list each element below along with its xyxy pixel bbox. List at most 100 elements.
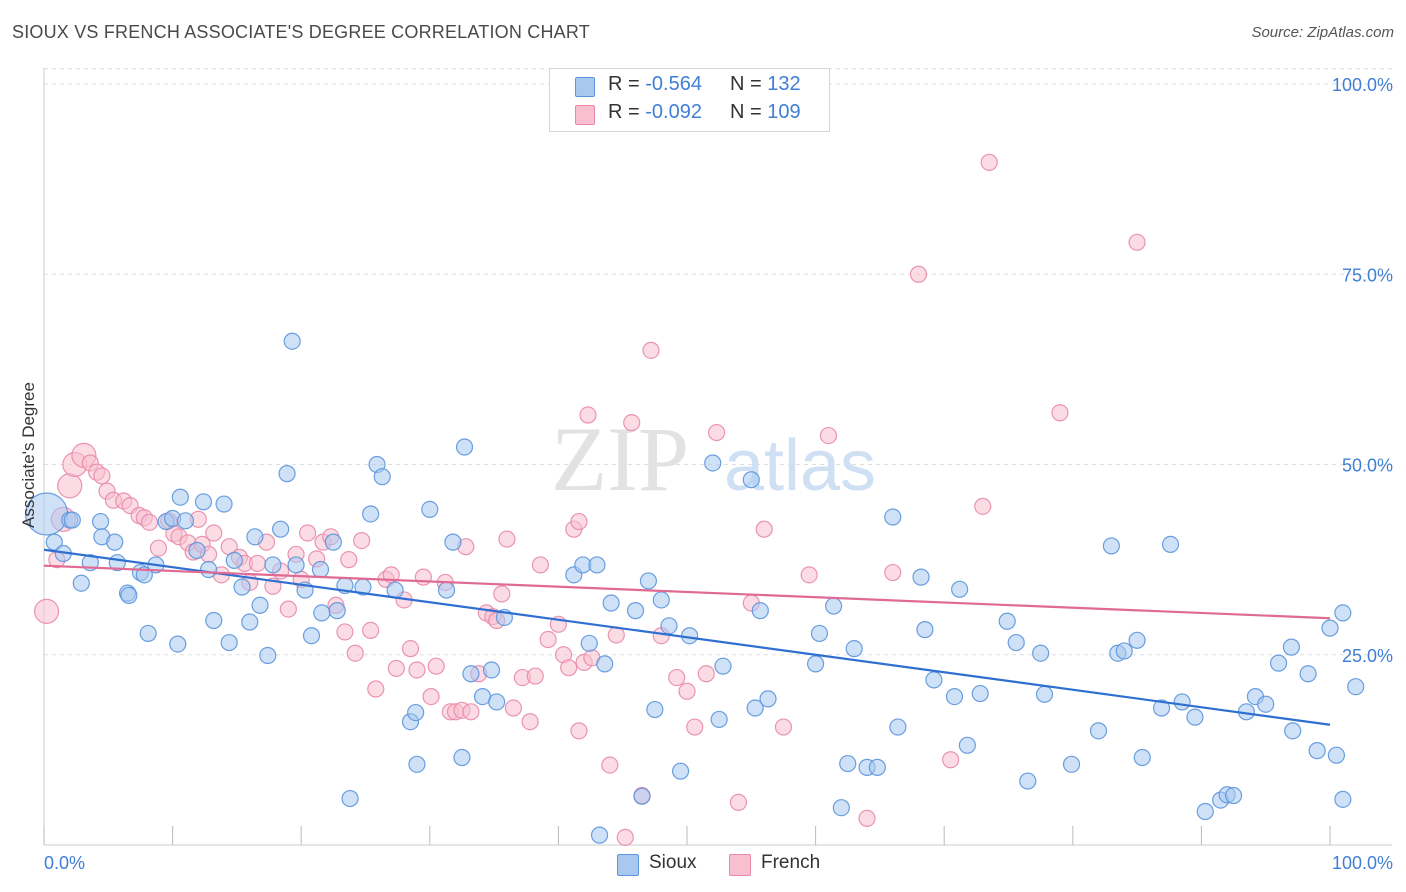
sioux-point-31 xyxy=(246,528,264,546)
sioux-point-106 xyxy=(1032,644,1050,662)
sioux-point-22 xyxy=(188,541,206,560)
y-tick-label-75: 75.0% xyxy=(1342,265,1393,285)
sioux-point-37 xyxy=(283,332,301,350)
y-tick-label-50: 50.0% xyxy=(1342,456,1393,476)
sioux-point-15 xyxy=(139,624,157,643)
french-r-label: R = xyxy=(608,101,646,123)
sioux-point-40 xyxy=(302,627,321,645)
french-swatch xyxy=(575,105,595,125)
sioux-point-38 xyxy=(287,556,305,574)
sioux-point-44 xyxy=(328,602,346,620)
french-point-100 xyxy=(819,426,838,445)
sioux-point-110 xyxy=(1102,537,1120,555)
french-point-83 xyxy=(601,756,619,774)
sioux-point-69 xyxy=(590,826,609,844)
french-point-54 xyxy=(408,661,426,679)
french-point-94 xyxy=(707,423,726,442)
chart-title: SIOUX VS FRENCH ASSOCIATE'S DEGREE CORRE… xyxy=(12,22,590,42)
x-tick-label-0: 0.0% xyxy=(44,853,85,873)
french-point-80 xyxy=(570,722,588,740)
sioux-point-70 xyxy=(596,655,614,673)
french-point-35 xyxy=(279,600,297,618)
sioux-point-81 xyxy=(710,710,728,729)
sioux-point-133 xyxy=(1334,790,1352,808)
french-n-label: N = xyxy=(730,101,768,123)
sioux-point-19 xyxy=(169,635,187,653)
french-point-0 xyxy=(33,598,60,624)
french-point-95 xyxy=(729,793,748,811)
sioux-point-80 xyxy=(704,454,722,472)
sioux-point-100 xyxy=(951,580,969,598)
french-point-98 xyxy=(774,718,793,736)
sioux-point-55 xyxy=(421,500,439,518)
sioux-point-89 xyxy=(825,597,843,615)
sioux-point-115 xyxy=(1152,699,1171,717)
french-point-72 xyxy=(521,713,539,731)
sioux-point-78 xyxy=(671,762,690,780)
french-legend-swatch xyxy=(729,854,751,876)
french-point-90 xyxy=(668,668,686,687)
french-point-85 xyxy=(616,828,634,846)
sioux-point-42 xyxy=(313,604,331,622)
sioux-point-118 xyxy=(1186,708,1204,726)
sioux-point-25 xyxy=(205,611,223,630)
french-point-108 xyxy=(1128,233,1146,251)
french-point-92 xyxy=(686,718,704,736)
french-point-103 xyxy=(909,265,928,283)
sioux-point-113 xyxy=(1128,631,1146,649)
french-point-48 xyxy=(367,680,385,698)
watermark: ZIP atlas xyxy=(551,408,876,510)
sioux-point-112 xyxy=(1115,642,1133,660)
french-point-47 xyxy=(362,621,380,639)
french-point-16 xyxy=(149,539,168,557)
sioux-point-24 xyxy=(200,560,218,579)
sioux-point-63 xyxy=(488,693,506,711)
sioux-point-59 xyxy=(455,438,474,456)
sioux-point-87 xyxy=(806,655,825,673)
sioux-point-57 xyxy=(444,533,462,551)
sioux-point-103 xyxy=(998,612,1016,630)
sioux-point-128 xyxy=(1299,665,1317,683)
sioux-point-53 xyxy=(407,703,425,722)
french-point-110 xyxy=(570,512,588,531)
french-point-3 xyxy=(57,473,83,499)
french-point-15 xyxy=(140,513,159,531)
y-axis-label: Associate's Degree xyxy=(19,382,38,528)
sioux-r: R = -0.564 xyxy=(608,73,702,96)
french-point-8 xyxy=(93,467,111,485)
sioux-point-29 xyxy=(233,578,251,596)
sioux-point-129 xyxy=(1308,742,1326,760)
sioux-point-41 xyxy=(311,560,330,579)
french-n: N = 109 xyxy=(730,101,801,124)
sioux-trend-line xyxy=(43,548,1331,726)
sioux-point-60 xyxy=(462,665,480,683)
french-point-107 xyxy=(1051,404,1069,422)
sioux-point-90 xyxy=(832,799,850,817)
french-point-102 xyxy=(884,563,902,582)
french-point-46 xyxy=(353,531,371,550)
sioux-point-20 xyxy=(171,488,189,506)
sioux-point-136 xyxy=(839,754,857,773)
sioux-point-74 xyxy=(639,572,658,590)
sioux-point-88 xyxy=(810,624,829,643)
sioux-r-label: R = xyxy=(608,73,646,95)
sioux-point-32 xyxy=(251,596,269,614)
x-tick-label-100: 100.0% xyxy=(1332,853,1393,873)
sioux-point-35 xyxy=(272,520,290,538)
sioux-point-134 xyxy=(1327,746,1346,764)
sioux-point-56 xyxy=(437,581,456,599)
sioux-point-85 xyxy=(751,602,769,620)
french-point-38 xyxy=(299,524,317,542)
sioux-points xyxy=(24,332,1365,844)
sioux-point-96 xyxy=(912,568,930,586)
french-point-63 xyxy=(462,703,480,721)
sioux-swatch xyxy=(575,77,595,97)
french-point-104 xyxy=(942,751,960,769)
sioux-point-43 xyxy=(324,533,342,551)
french-point-55 xyxy=(414,568,432,586)
sioux-point-58 xyxy=(453,748,471,767)
french-point-105 xyxy=(974,497,992,515)
sioux-point-116 xyxy=(1161,535,1180,554)
french-point-78 xyxy=(560,659,578,677)
